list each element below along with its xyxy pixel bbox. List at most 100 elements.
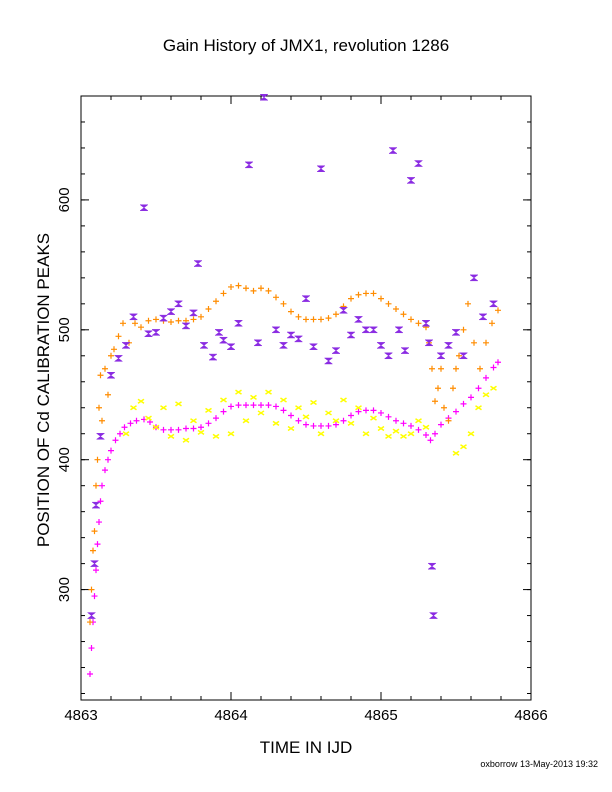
data-point [428,612,439,619]
data-point [108,352,114,359]
data-point [145,317,152,324]
data-point [105,456,111,463]
data-point [278,342,289,349]
data-point [340,397,347,403]
data-point [244,161,254,169]
data-point [347,420,355,426]
data-point [87,619,93,626]
data-point [295,405,302,411]
data-point [111,346,117,353]
series-group [122,385,497,456]
data-point [348,412,354,419]
data-point [385,413,392,420]
data-point [127,420,134,427]
data-point [259,94,269,101]
data-point [91,501,101,509]
data-point [422,424,430,430]
data-point [139,204,149,211]
data-point [253,339,263,347]
y-tick-label: 600 [56,187,73,212]
data-point [415,418,422,424]
data-marks [86,94,501,678]
data-point [198,424,204,431]
data-point [378,409,384,416]
data-point [160,426,167,433]
data-point [453,365,459,372]
data-point [145,415,152,421]
data-point [87,671,93,678]
data-point [193,260,203,267]
data-point [250,394,257,400]
data-point [385,300,392,307]
data-point [392,428,400,434]
data-point [106,372,116,379]
data-point [482,392,490,398]
data-point [353,316,364,323]
data-point [88,586,95,593]
data-point [286,331,296,339]
data-point [325,422,332,429]
data-point [308,343,319,350]
data-point [478,313,488,321]
series-group [87,359,501,678]
data-point [325,410,332,416]
data-point [310,399,317,406]
data-point [407,431,415,437]
data-point [383,352,394,360]
data-point [432,398,438,405]
data-point [456,352,462,359]
data-point [467,431,475,437]
axis-ticks [80,95,532,700]
x-tick-label: 4864 [214,707,247,724]
x-axis-label: TIME IN IJD [259,738,353,757]
data-point [495,359,501,366]
data-point [205,407,212,413]
data-point [370,415,377,421]
data-point [378,295,384,302]
data-point [99,417,105,424]
data-point [190,418,197,424]
data-point [243,402,249,409]
data-point [458,352,469,360]
data-point [190,316,197,323]
data-point [102,467,108,474]
data-point [265,389,272,395]
data-point [388,147,398,154]
data-point [273,294,279,301]
data-point [338,307,349,314]
data-point [212,433,220,439]
data-point [406,177,416,184]
chart-title: Gain History of JMX1, revolution 1286 [162,36,450,55]
x-tick-label: 4866 [514,707,547,724]
data-point [94,456,101,463]
data-point [115,333,122,340]
data-point [413,160,424,167]
data-point [91,593,98,600]
data-point [151,329,161,336]
data-point [438,421,444,428]
data-point [90,547,96,554]
y-tick-label: 400 [56,447,73,472]
data-point [108,447,114,454]
data-point [394,326,404,334]
series-group [86,94,499,619]
data-point [166,308,176,315]
data-point [450,385,456,392]
data-point [265,402,272,409]
data-point [250,287,257,294]
data-point [102,365,108,372]
data-point [220,397,227,403]
data-point [97,372,104,379]
data-point [436,352,446,360]
data-point [168,426,174,433]
data-point [96,519,102,526]
plot-frame [80,95,532,701]
data-point [355,408,362,415]
data-point [197,429,205,436]
data-point [443,342,454,349]
data-point [182,437,190,443]
data-point [89,560,100,567]
data-point [175,317,182,324]
data-point [441,404,447,411]
y-tick-label: 500 [56,317,73,342]
